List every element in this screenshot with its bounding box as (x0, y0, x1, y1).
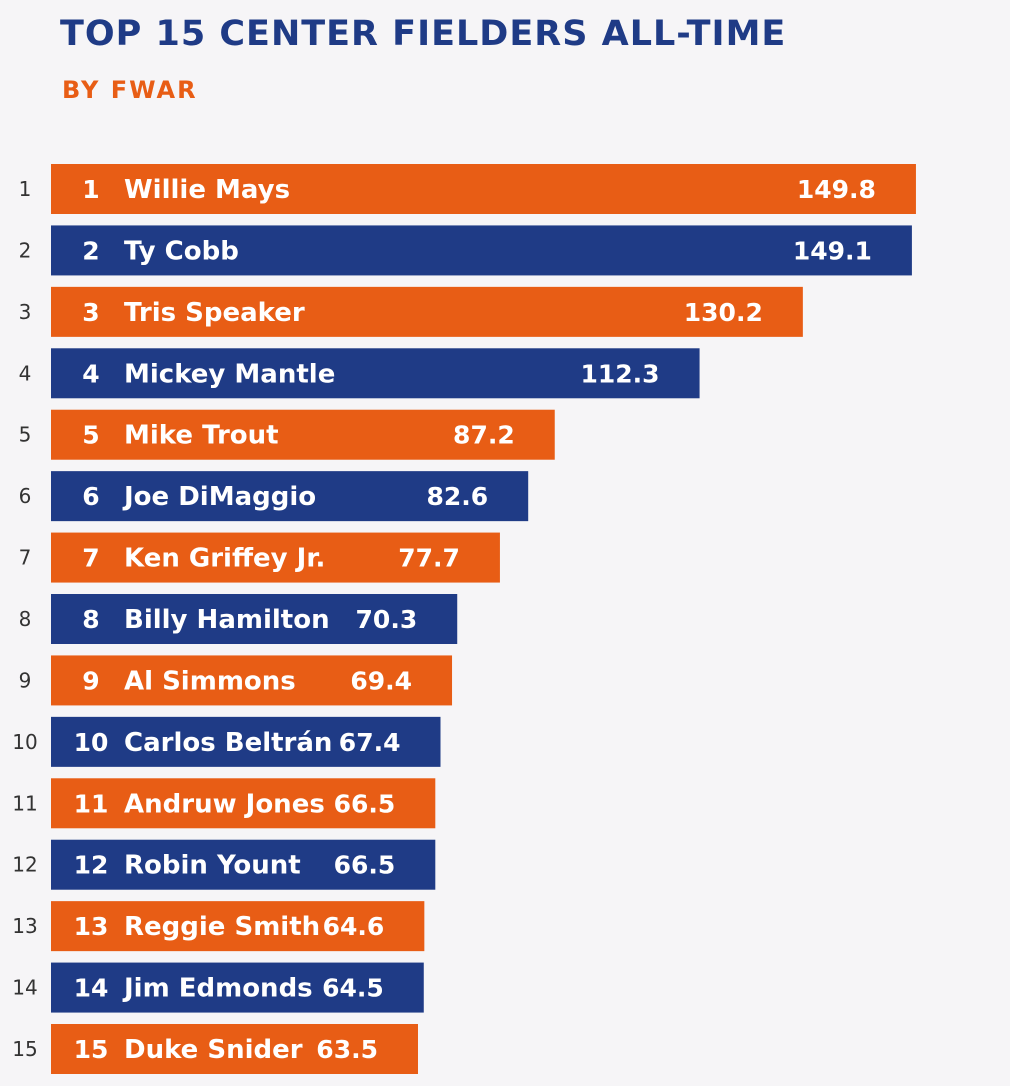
bar-value-label: 82.6 (427, 482, 489, 511)
bar (51, 594, 458, 644)
rank-tick-label: 11 (12, 791, 37, 815)
bar-category-label: Billy Hamilton (124, 605, 330, 635)
bar-rank-label: 9 (82, 666, 99, 695)
bar-value-label: 64.5 (322, 974, 384, 1003)
bar-rank-label: 11 (74, 789, 109, 818)
bar (51, 839, 436, 890)
rank-tick-label: 5 (19, 423, 32, 447)
bar-rank-label: 8 (82, 605, 99, 634)
bar-rank-label: 1 (82, 175, 99, 204)
bar-category-label: Al Simmons (124, 666, 296, 696)
bar-category-label: Reggie Smith (124, 912, 320, 942)
bar-category-label: Joe DiMaggio (122, 482, 316, 512)
bar-rank-label: 10 (74, 728, 109, 757)
bar-category-label: Carlos Beltrán (124, 728, 332, 758)
rank-tick-label: 1 (19, 177, 32, 201)
bar (51, 1024, 418, 1074)
bar (51, 655, 453, 706)
bar-value-label: 149.8 (797, 175, 876, 204)
bar-rank-label: 12 (74, 851, 109, 880)
bar (51, 716, 441, 767)
rank-tick-label: 13 (12, 914, 37, 938)
bar-rank-label: 3 (82, 298, 99, 327)
bar-rank-label: 13 (74, 912, 109, 941)
bar-value-label: 87.2 (453, 421, 515, 450)
bar-value-label: 66.5 (334, 789, 396, 818)
chart-title: TOP 15 CENTER FIELDERS ALL-TIME (60, 14, 787, 54)
rank-tick-label: 8 (19, 607, 32, 631)
bar (51, 348, 700, 399)
bar-value-label: 130.2 (684, 298, 763, 327)
bar-rank-label: 7 (82, 544, 99, 573)
bar (51, 532, 500, 583)
bar (51, 901, 425, 952)
rank-tick-label: 7 (19, 546, 32, 570)
rank-tick-label: 10 (12, 730, 37, 754)
bar (51, 225, 912, 276)
bar (51, 286, 803, 337)
bar-category-label: Ty Cobb (124, 236, 239, 266)
rank-tick-label: 3 (19, 300, 32, 324)
rank-tick-label: 6 (19, 484, 32, 508)
bar-value-label: 149.1 (793, 236, 872, 265)
rank-tick-label: 15 (12, 1037, 37, 1061)
bar-rank-label: 6 (82, 482, 99, 511)
bar-category-label: Mickey Mantle (124, 359, 335, 389)
bar-rank-label: 14 (74, 974, 109, 1003)
bar-category-label: Ken Griffey Jr. (124, 544, 325, 574)
bar-category-label: Tris Speaker (124, 298, 305, 328)
bar-category-label: Mike Trout (124, 421, 279, 451)
bar-value-label: 63.5 (316, 1035, 378, 1064)
bar-category-label: Jim Edmonds (122, 974, 313, 1004)
bar-category-label: Willie Mays (124, 175, 290, 205)
bar-value-label: 64.6 (323, 912, 385, 941)
bar-category-label: Robin Yount (124, 851, 301, 881)
bar-rank-label: 5 (82, 421, 99, 450)
rank-tick-label: 9 (19, 668, 32, 692)
bar-value-label: 66.5 (334, 851, 396, 880)
bar-category-label: Duke Snider (124, 1035, 303, 1065)
rank-tick-label: 14 (12, 976, 37, 1000)
bar-rank-label: 15 (74, 1035, 109, 1064)
bar-value-label: 67.4 (339, 728, 401, 757)
bar-rank-label: 4 (82, 359, 99, 388)
chart-subtitle: BY FWAR (62, 76, 198, 104)
bar (51, 778, 436, 829)
bar-value-label: 112.3 (580, 359, 659, 388)
bar (51, 409, 555, 460)
bar-value-label: 69.4 (350, 666, 412, 695)
bar (51, 471, 529, 522)
bar (51, 962, 424, 1013)
rank-tick-label: 2 (19, 238, 32, 262)
bar-value-label: 70.3 (356, 605, 418, 634)
rank-tick-label: 4 (19, 361, 32, 385)
bar-rank-label: 2 (82, 236, 99, 265)
bar (51, 164, 916, 214)
bar-value-label: 77.7 (398, 544, 460, 573)
bar-category-label: Andruw Jones (124, 789, 325, 819)
rank-tick-label: 12 (12, 853, 37, 877)
